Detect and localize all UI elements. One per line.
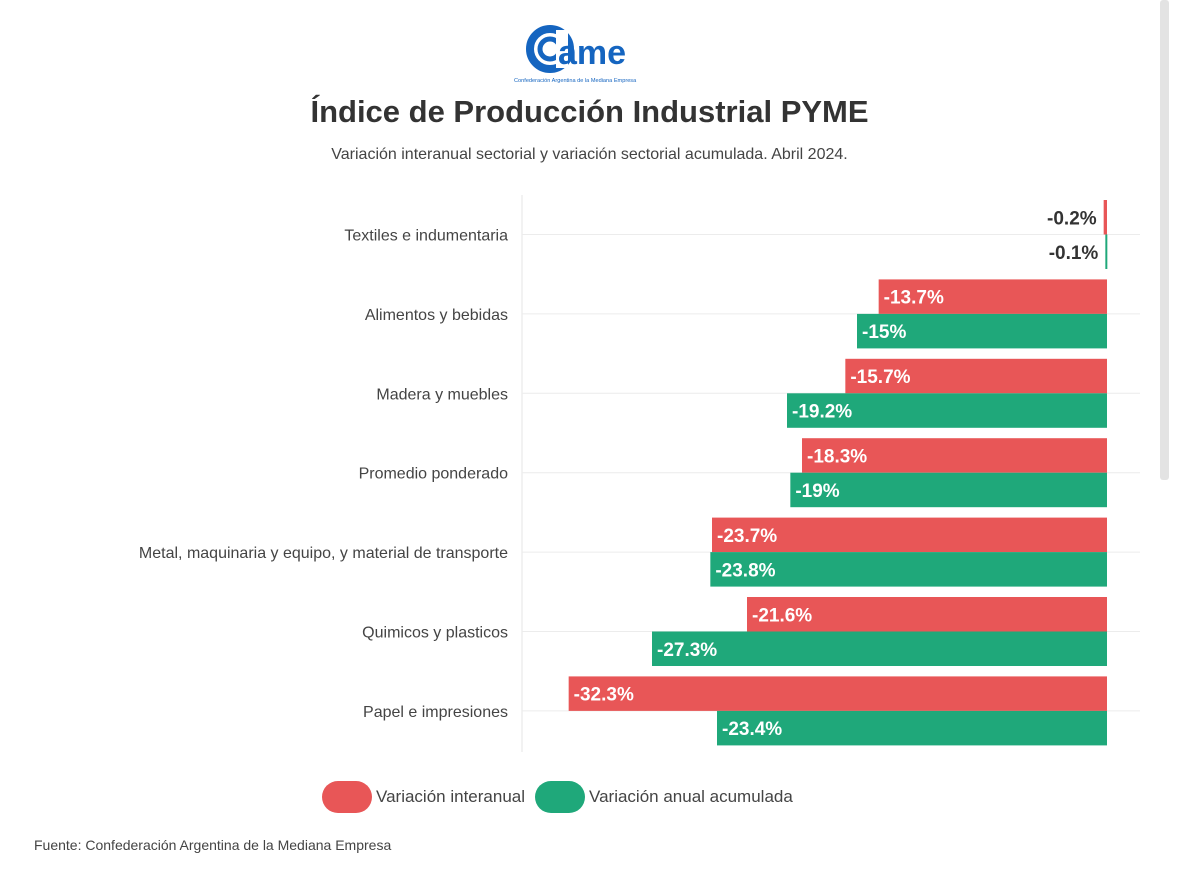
data-label: -13.7% (884, 288, 944, 309)
legend-swatch-acumulada (535, 781, 585, 813)
bar-acumulada (1105, 234, 1108, 269)
data-label: -19.2% (792, 402, 852, 423)
bar-interanual (802, 438, 1107, 473)
svg-text:Confederación Argentina de la: Confederación Argentina de la Mediana Em… (514, 78, 637, 84)
legend: Variación interanual Variación anual acu… (322, 781, 793, 813)
bar-acumulada (710, 552, 1107, 587)
data-label: -23.8% (715, 560, 775, 581)
category-label: Quimicos y plasticos (362, 625, 508, 642)
category-label: Madera y muebles (376, 386, 508, 403)
category-label: Papel e impresiones (363, 704, 508, 721)
data-label: -23.7% (717, 526, 777, 547)
came-logo: ame Confederación Argentina de la Median… (514, 25, 637, 84)
category-label: Metal, maquinaria y equipo, y material d… (139, 545, 508, 562)
chart-title: Índice de Producción Industrial PYME (310, 94, 869, 129)
data-label: -18.3% (807, 446, 867, 467)
bar-acumulada (787, 393, 1107, 428)
data-label: -19% (795, 481, 839, 502)
bar-interanual (712, 517, 1107, 553)
svg-text:ame: ame (558, 34, 626, 72)
data-label: -0.2% (1047, 208, 1097, 229)
data-label: -32.3% (574, 685, 634, 706)
category-label: Alimentos y bebidas (365, 307, 508, 324)
legend-label-acumulada: Variación anual acumulada (589, 787, 793, 806)
legend-swatch-interanual (322, 781, 372, 813)
bar-interanual (1103, 200, 1107, 235)
chart-subtitle: Variación interanual sectorial y variaci… (331, 146, 848, 163)
bar-interanual (747, 597, 1107, 632)
bar-acumulada (857, 313, 1107, 349)
data-label: -15% (862, 322, 906, 343)
legend-label-interanual: Variación interanual (376, 787, 525, 806)
data-label: -21.6% (752, 605, 812, 626)
bar-interanual (568, 676, 1107, 711)
data-label: -23.4% (722, 719, 782, 740)
source-note: Fuente: Confederación Argentina de la Me… (34, 837, 392, 853)
bar-acumulada (652, 631, 1107, 666)
bar-acumulada (717, 710, 1107, 746)
bar-interanual (845, 358, 1107, 394)
category-label: Textiles e indumentaria (344, 228, 508, 245)
data-label: -15.7% (850, 367, 910, 388)
bar-interanual (878, 279, 1107, 314)
data-label: -27.3% (657, 640, 717, 661)
bar-acumulada (790, 472, 1107, 508)
bar-chart: Textiles e indumentaria -0.2% -0.1% Aliment… (139, 195, 1140, 752)
scrollbar[interactable] (1160, 0, 1169, 480)
category-label: Promedio ponderado (359, 466, 509, 483)
data-label: -0.1% (1049, 243, 1099, 264)
